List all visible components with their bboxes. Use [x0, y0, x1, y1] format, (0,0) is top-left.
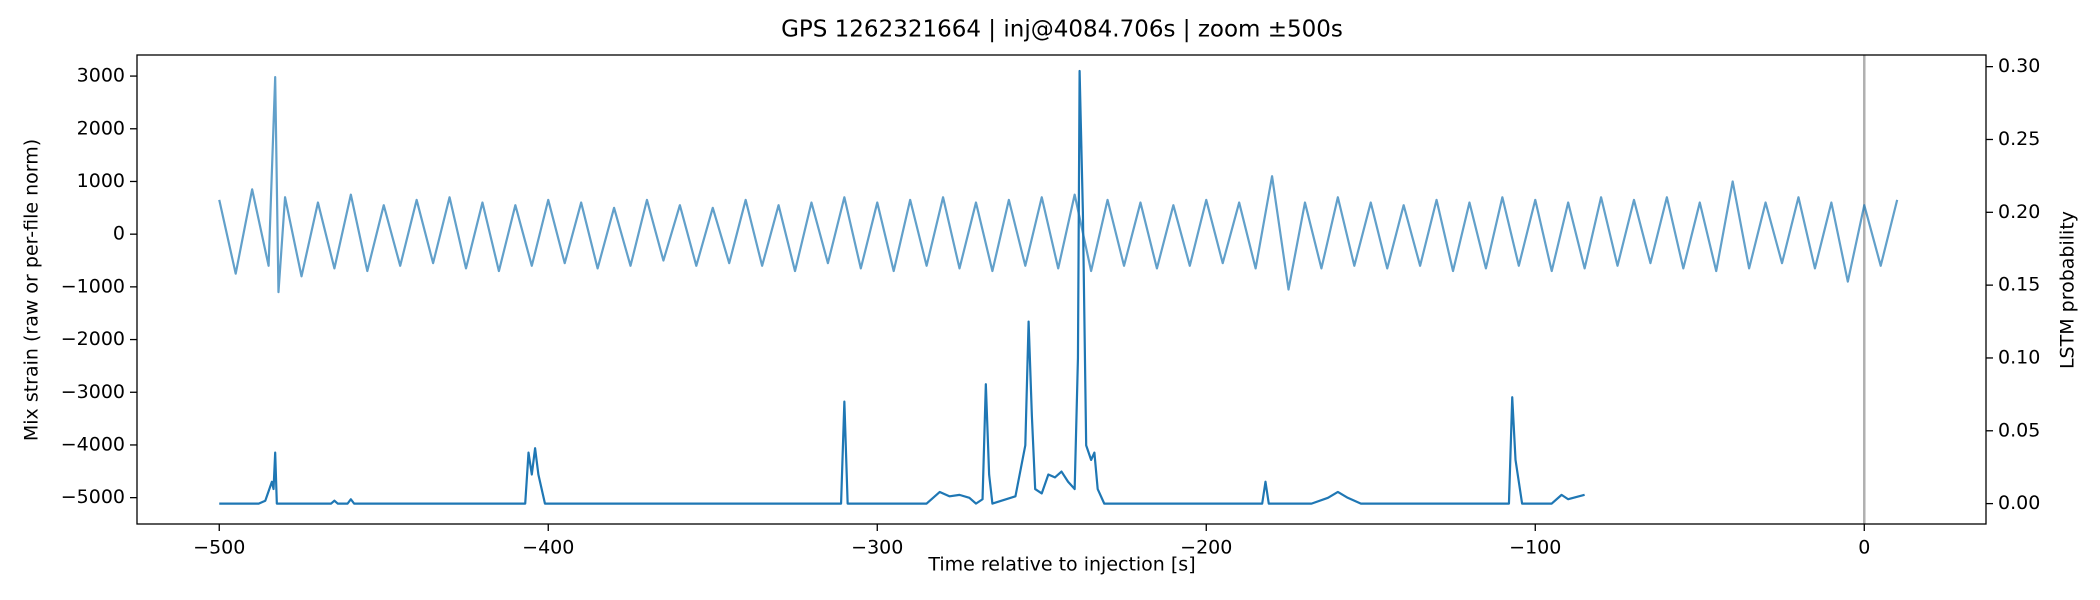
- y-tick-label: −2000: [61, 328, 125, 350]
- x-tick-label: −500: [193, 537, 245, 559]
- y-tick-label: −1000: [61, 275, 125, 297]
- y2-tick-label: 0.15: [1998, 274, 2040, 296]
- y-tick-label: 1000: [77, 170, 125, 192]
- y2-tick-label: 0.00: [1998, 492, 2040, 514]
- x-tick-label: −300: [851, 537, 903, 559]
- y2-tick-label: 0.10: [1998, 346, 2040, 368]
- y-tick-label: 3000: [77, 65, 125, 87]
- y-tick-label: −5000: [61, 486, 125, 508]
- x-tick-label: −400: [522, 537, 574, 559]
- x-tick-label: −200: [1180, 537, 1232, 559]
- y2-tick-label: 0.25: [1998, 128, 2040, 150]
- y2-tick-label: 0.05: [1998, 419, 2040, 441]
- y2-axis-label: LSTM probability: [2057, 211, 2079, 369]
- chart-title: GPS 1262321664 | inj@4084.706s | zoom ±5…: [781, 17, 1343, 43]
- y-tick-label: 2000: [77, 117, 125, 139]
- x-tick-label: 0: [1858, 537, 1870, 559]
- y-tick-label: −3000: [61, 381, 125, 403]
- x-tick-label: −100: [1509, 537, 1561, 559]
- y2-tick-label: 0.30: [1998, 55, 2040, 77]
- series-line: [219, 69, 1585, 505]
- series-line: [218, 76, 1899, 294]
- y-tick-label: 0: [113, 223, 125, 245]
- y-axis-label: Mix strain (raw or per-file norm): [21, 139, 43, 441]
- y2-tick-label: 0.20: [1998, 201, 2040, 223]
- plot-frame: [136, 54, 1987, 525]
- y-tick-label: −4000: [61, 433, 125, 455]
- x-axis-label: Time relative to injection [s]: [927, 554, 1195, 576]
